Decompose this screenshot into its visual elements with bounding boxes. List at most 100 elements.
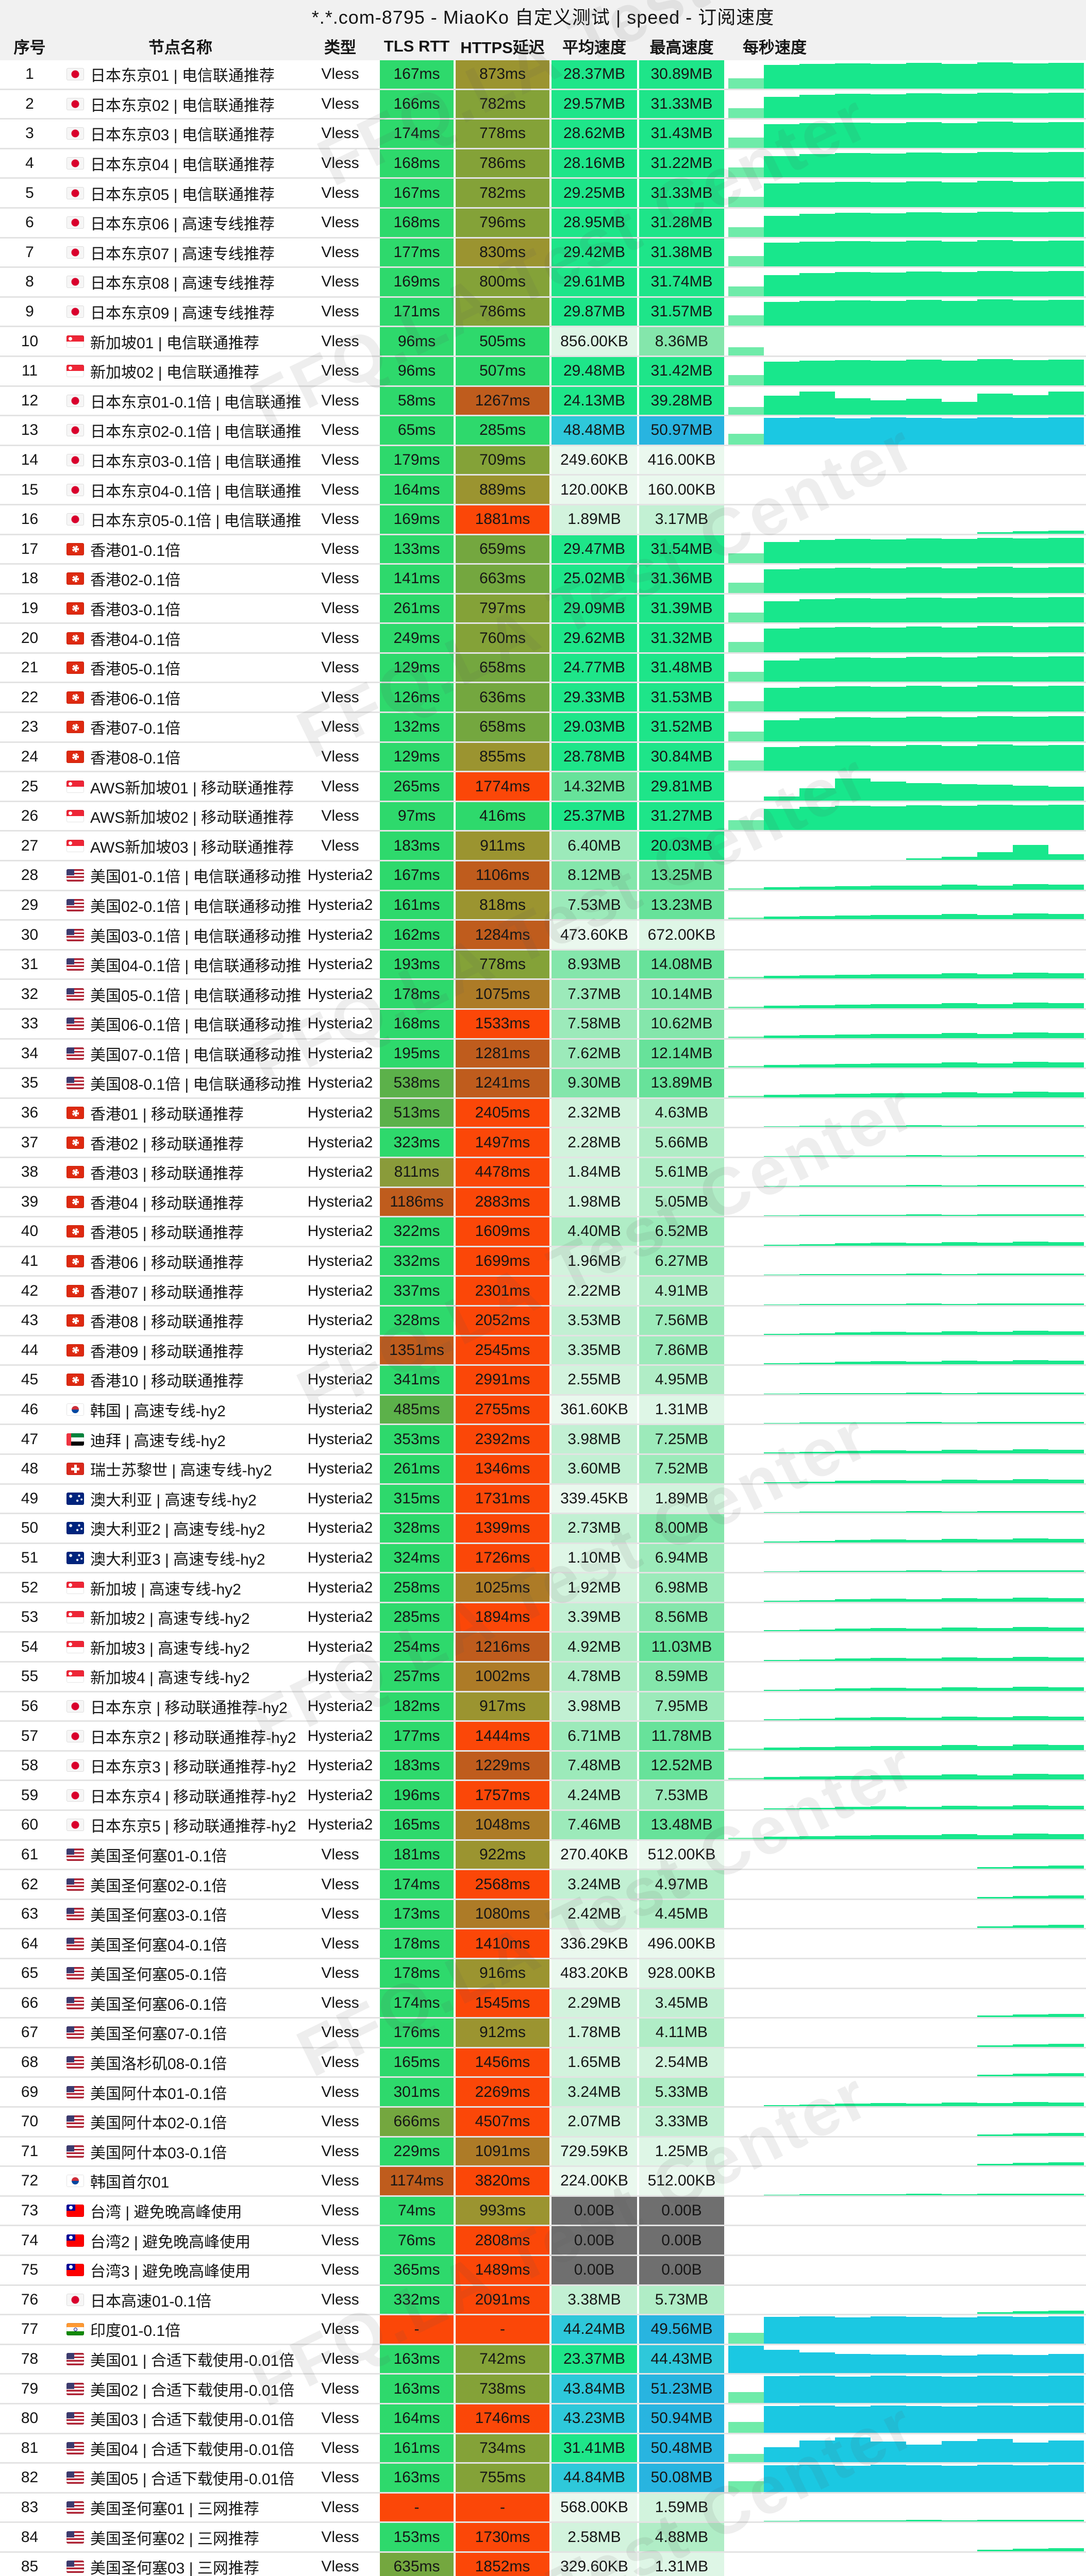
row-index: 65 (21, 1964, 39, 1982)
speed-bar (1013, 2548, 1048, 2551)
speed-bar (835, 1480, 871, 1483)
hk-flag-icon (66, 1255, 84, 1268)
speed-bar (942, 1774, 977, 1780)
speed-bar (835, 1034, 871, 1038)
tls-rtt-value: 96ms (380, 327, 454, 355)
column-header-6: 最高速度 (649, 39, 714, 57)
speed-bar (799, 123, 835, 148)
speed-bar (764, 2316, 799, 2344)
tls-rtt-value: 174ms (380, 1989, 454, 2018)
node-name-text: 香港08-0.1倍 (90, 750, 181, 767)
speed-bar (942, 402, 977, 415)
node-type: Hysteria2 (307, 985, 373, 1003)
node-type: Vless (321, 570, 359, 587)
per-second-speed-chart (725, 832, 1086, 860)
speed-bar (799, 540, 835, 564)
speed-bar (764, 1836, 799, 1839)
table-row: 38 香港03 | 移动联通推荐 Hysteria2 811ms 4478ms 1.84M… (0, 1158, 1086, 1188)
row-index: 48 (21, 1460, 39, 1478)
node-name-text: 美国04-0.1倍 | 电信联通移动推荐 (90, 958, 302, 975)
table-row: 5 日本东京05 | 电信联通推荐 Vless 167ms 782ms 29.25MB 31… (0, 179, 1086, 209)
speed-bar (1013, 360, 1048, 385)
row-index: 16 (21, 511, 39, 528)
max-speed-value: 1.31MB (639, 1395, 724, 1424)
per-second-speed-chart (725, 268, 1086, 296)
speed-bar (835, 1393, 871, 1394)
speed-bar (977, 1539, 1013, 1543)
per-second-speed-chart (725, 683, 1086, 712)
speed-bar (977, 656, 1013, 682)
node-name-text: 美国圣何塞05-0.1倍 (90, 1967, 227, 1984)
https-ping-value: 2991ms (456, 1366, 549, 1394)
row-index: 38 (21, 1163, 39, 1181)
https-ping-value: 912ms (456, 2019, 549, 2047)
speed-bar (977, 2439, 1013, 2463)
node-name: 香港04 | 移动联通推荐 (59, 1188, 302, 1216)
speed-bar (977, 2312, 1013, 2314)
per-second-speed-chart (725, 179, 1086, 207)
node-type: Vless (321, 1994, 359, 2011)
speed-bar (942, 1598, 977, 1602)
speed-bar (977, 62, 1013, 89)
avg-speed-value: 14.32MB (552, 772, 637, 801)
per-second-speed-chart (725, 2434, 1086, 2463)
speed-bar (799, 1836, 835, 1839)
avg-speed-value: 2.07MB (552, 2107, 637, 2136)
tls-rtt-value: 132ms (380, 713, 454, 741)
speed-bar (942, 1393, 977, 1394)
node-type: Hysteria2 (307, 1104, 373, 1122)
node-type: Vless (321, 481, 359, 498)
speed-bar (728, 613, 764, 623)
row-index: 82 (21, 2469, 39, 2486)
speed-bar (942, 884, 977, 890)
per-second-speed-chart (725, 2464, 1086, 2492)
node-name: AWS新加坡01 | 移动联通推荐 (59, 772, 302, 801)
speed-bar (977, 1511, 1013, 1513)
speed-bar (799, 807, 835, 831)
row-index: 85 (21, 2558, 39, 2575)
speed-bar (799, 886, 835, 890)
tls-rtt-value: 196ms (380, 1781, 454, 1810)
node-name: 新加坡3 | 高速专线-hy2 (59, 1633, 302, 1661)
avg-speed-value: 2.55MB (552, 1366, 637, 1394)
speed-bar (906, 271, 942, 296)
row-index: 62 (21, 1875, 39, 1893)
max-speed-value: 50.08MB (639, 2464, 724, 2492)
avg-speed-value: 7.62MB (552, 1039, 637, 1068)
speed-bar (871, 717, 906, 741)
speed-bar (977, 974, 1013, 979)
node-name: 美国圣何塞04-0.1倍 (59, 1929, 302, 1958)
per-second-speed-chart (725, 2553, 1086, 2576)
speed-bar (799, 301, 835, 326)
node-type: Vless (321, 599, 359, 617)
jp-flag-icon (66, 394, 84, 407)
max-speed-value: 4.88MB (639, 2523, 724, 2551)
speed-bar (871, 1093, 906, 1097)
avg-speed-value: 2.28MB (552, 1128, 637, 1157)
node-type: Hysteria2 (307, 1460, 373, 1478)
speed-bar (977, 1450, 1013, 1453)
node-type: Vless (321, 777, 359, 795)
speed-bar (835, 1599, 871, 1602)
speed-bar (799, 1659, 835, 1662)
node-type: Hysteria2 (307, 1401, 373, 1418)
node-name-text: 瑞士苏黎世 | 高速专线-hy2 (90, 1462, 272, 1480)
tls-rtt-value: - (380, 2493, 454, 2522)
speed-bar (871, 599, 906, 623)
table-row: 81 美国04 | 合适下载使用-0.01倍 Vless 161ms 734ms 31.4… (0, 2434, 1086, 2464)
max-speed-value: 5.61MB (639, 1158, 724, 1187)
table-row: 80 美国03 | 合适下载使用-0.01倍 Vless 164ms 1746ms 43.… (0, 2404, 1086, 2434)
avg-speed-value: 1.98MB (552, 1188, 637, 1216)
row-index: 4 (25, 155, 34, 172)
speed-bar (1013, 122, 1048, 148)
table-row: 36 香港01 | 移动联通推荐 Hysteria2 513ms 2405ms 2.32M… (0, 1098, 1086, 1129)
speed-bar (942, 539, 977, 564)
max-speed-value: 10.14MB (639, 980, 724, 1008)
https-ping-value: 3820ms (456, 2167, 549, 2195)
speed-bar (871, 1242, 906, 1246)
speed-bar (906, 538, 942, 564)
table-row: 15 日本东京04-0.1倍 | 电信联通推荐 Vless 164ms 889ms 120… (0, 476, 1086, 505)
https-ping-value: 993ms (456, 2196, 549, 2225)
https-ping-value: - (456, 2315, 549, 2344)
speed-bar (1048, 1392, 1084, 1394)
